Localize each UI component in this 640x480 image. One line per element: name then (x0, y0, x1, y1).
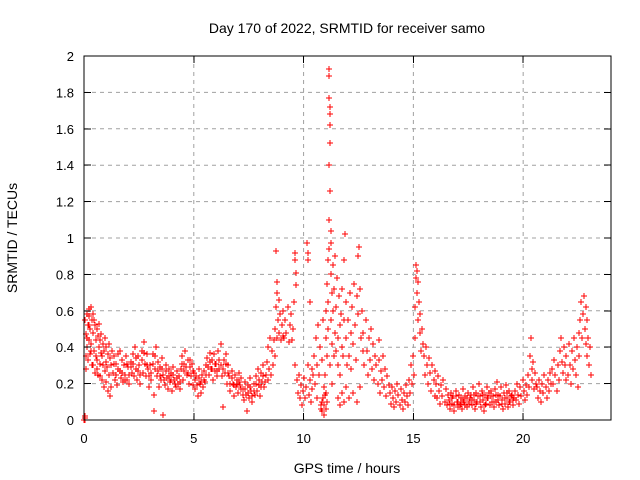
x-tick-label: 0 (80, 431, 87, 446)
x-tick-label: 15 (406, 431, 420, 446)
x-tick-label: 20 (516, 431, 530, 446)
x-axis-label: GPS time / hours (294, 460, 401, 476)
y-tick-label: 0.6 (56, 304, 74, 319)
y-tick-label: 1.2 (56, 195, 74, 210)
y-tick-label: 2 (67, 49, 74, 64)
y-tick-label: 0.8 (56, 267, 74, 282)
chart-title: Day 170 of 2022, SRMTID for receiver sam… (209, 20, 485, 36)
data-point-markers (81, 66, 594, 423)
y-tick-label: 0.2 (56, 377, 74, 392)
y-tick-label: 0 (67, 413, 74, 428)
scatter-points (81, 66, 594, 423)
x-tick-label: 10 (296, 431, 310, 446)
y-tick-label: 1.6 (56, 122, 74, 137)
y-tick-label: 1 (67, 231, 74, 246)
y-axis-label: SRMTID / TECUs (4, 183, 20, 293)
x-tick-label: 5 (190, 431, 197, 446)
y-tick-label: 0.4 (56, 340, 74, 355)
y-tick-label: 1.8 (56, 85, 74, 100)
plot-frame (83, 55, 612, 421)
y-tick-label: 1.4 (56, 158, 74, 173)
tick-labels: 0 5 10 15 20 0 0.2 0.4 0.6 0.8 1 1.2 1.4 1.6 1.8 2 (56, 49, 530, 446)
